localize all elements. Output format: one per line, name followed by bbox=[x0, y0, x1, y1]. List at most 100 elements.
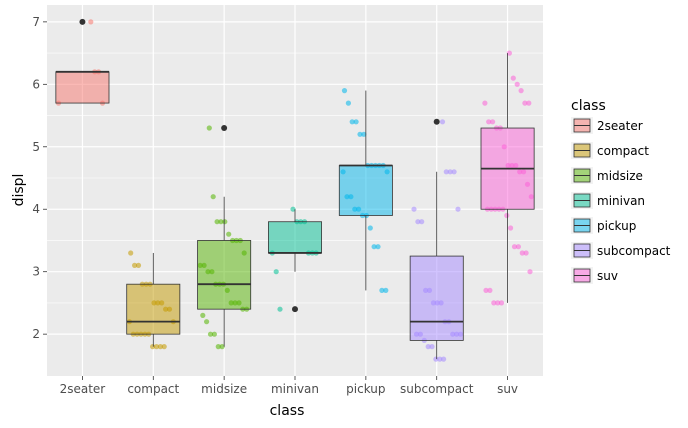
data-point bbox=[273, 269, 279, 275]
data-point bbox=[491, 300, 497, 306]
data-point bbox=[379, 287, 385, 293]
data-point bbox=[429, 344, 435, 350]
data-point bbox=[515, 244, 522, 250]
data-point bbox=[157, 344, 163, 350]
x-tick-label: suv bbox=[497, 382, 518, 396]
data-point bbox=[443, 169, 449, 175]
legend-label: pickup bbox=[597, 219, 636, 233]
data-point bbox=[498, 300, 505, 306]
data-point bbox=[210, 194, 216, 200]
data-point bbox=[518, 88, 524, 94]
data-point bbox=[361, 131, 367, 137]
y-tick-label: 6 bbox=[32, 77, 40, 91]
data-point bbox=[482, 100, 488, 106]
data-point bbox=[128, 250, 134, 256]
data-point bbox=[345, 100, 351, 106]
data-point bbox=[506, 50, 512, 56]
x-tick-label: pickup bbox=[346, 382, 385, 396]
data-point bbox=[483, 287, 489, 293]
legend-title: class bbox=[571, 98, 606, 114]
data-point bbox=[526, 100, 532, 106]
data-point bbox=[88, 19, 94, 25]
data-point bbox=[425, 344, 431, 350]
data-point bbox=[411, 206, 417, 212]
data-point bbox=[441, 356, 447, 362]
data-point bbox=[523, 250, 529, 256]
x-axis-title: class bbox=[270, 403, 305, 419]
x-tick-label: subcompact bbox=[400, 382, 474, 396]
data-point bbox=[357, 131, 363, 137]
axes: 2 3 4 5 6 7 2seater compact midsize minivan pickup… bbox=[32, 15, 518, 396]
x-tick-label: 2seater bbox=[60, 382, 106, 396]
data-point bbox=[455, 206, 461, 212]
outlier-point bbox=[292, 306, 298, 313]
legend-label: 2seater bbox=[597, 119, 643, 133]
data-point bbox=[415, 219, 421, 225]
y-tick-label: 4 bbox=[32, 202, 40, 216]
data-point bbox=[150, 344, 156, 350]
grid-lines bbox=[47, 5, 543, 376]
data-point bbox=[353, 119, 359, 125]
box bbox=[409, 255, 464, 341]
y-tick-label: 7 bbox=[32, 15, 40, 29]
box bbox=[338, 165, 393, 216]
data-point bbox=[504, 212, 510, 219]
legend-label: minivan bbox=[597, 194, 645, 208]
data-point bbox=[447, 169, 453, 175]
data-point bbox=[514, 81, 520, 87]
box bbox=[55, 71, 110, 104]
legend: 2seater compact midsize minivan pickup subcom… bbox=[571, 117, 671, 284]
data-point bbox=[204, 319, 210, 325]
data-point bbox=[215, 344, 221, 350]
data-point bbox=[510, 75, 516, 81]
data-point bbox=[200, 312, 206, 318]
y-axis-title: displ bbox=[11, 174, 27, 207]
data-point bbox=[290, 206, 296, 212]
box bbox=[268, 221, 322, 254]
y-tick-label: 2 bbox=[32, 327, 40, 341]
outlier-point bbox=[221, 125, 228, 132]
data-point bbox=[487, 287, 493, 293]
legend-label: compact bbox=[597, 144, 649, 158]
data-point bbox=[218, 219, 224, 225]
x-tick-label: compact bbox=[127, 382, 179, 396]
data-point bbox=[451, 169, 457, 175]
data-point bbox=[495, 300, 501, 306]
data-point bbox=[219, 344, 225, 350]
data-point bbox=[153, 344, 160, 350]
y-tick-label: 5 bbox=[32, 140, 40, 154]
x-tick-label: minivan bbox=[271, 382, 319, 396]
data-point bbox=[375, 244, 381, 250]
data-point bbox=[207, 331, 214, 337]
data-point bbox=[371, 244, 377, 250]
data-point bbox=[419, 219, 425, 225]
data-point bbox=[486, 119, 492, 125]
data-point bbox=[433, 356, 439, 362]
data-point bbox=[522, 100, 528, 106]
box bbox=[126, 283, 181, 335]
data-point bbox=[211, 331, 217, 337]
data-point bbox=[527, 269, 533, 275]
data-point bbox=[439, 119, 446, 125]
x-tick-label: midsize bbox=[201, 382, 247, 396]
boxes bbox=[55, 18, 535, 360]
data-point bbox=[490, 119, 496, 125]
data-point bbox=[383, 287, 389, 293]
data-point bbox=[511, 244, 518, 250]
data-point bbox=[161, 344, 167, 350]
outlier-point bbox=[433, 118, 440, 125]
data-point bbox=[349, 119, 355, 125]
legend-label: subcompact bbox=[597, 244, 671, 258]
data-point bbox=[222, 219, 228, 225]
box bbox=[197, 240, 252, 310]
data-point bbox=[277, 306, 283, 312]
data-point bbox=[508, 225, 514, 231]
legend-label: midsize bbox=[597, 169, 643, 183]
data-point bbox=[519, 250, 525, 256]
data-point bbox=[214, 219, 220, 225]
data-point bbox=[226, 231, 232, 237]
outlier-point bbox=[79, 18, 86, 25]
data-point bbox=[367, 225, 373, 231]
legend-label: suv bbox=[597, 269, 618, 283]
